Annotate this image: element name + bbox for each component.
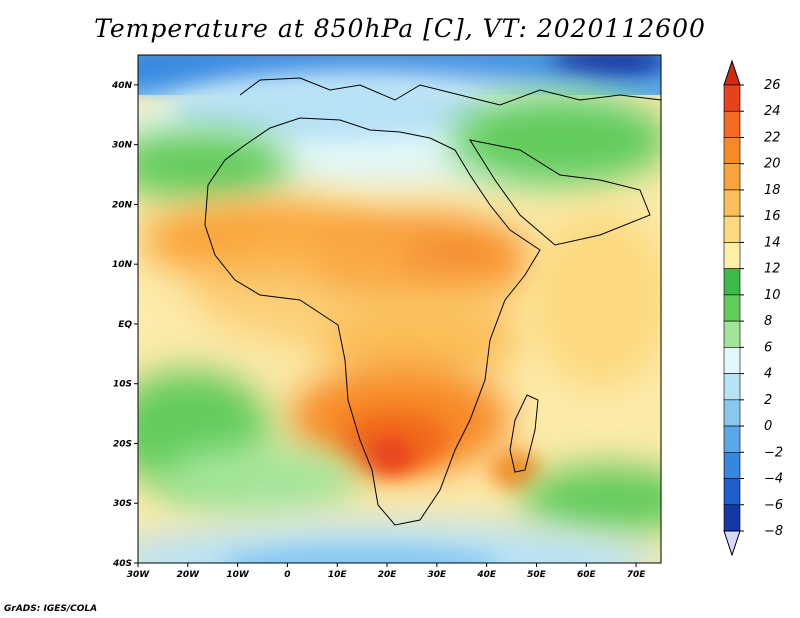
lon-tick-label: 70E — [627, 570, 647, 580]
colorbar-swatch — [723, 163, 741, 191]
lat-tick-label: 10S — [113, 380, 132, 390]
lon-tick-label: 10W — [226, 570, 250, 580]
lat-tick-label: 30S — [113, 499, 132, 509]
temperature-field — [138, 55, 661, 563]
colorbar-label: 18 — [764, 183, 781, 198]
colorbar-label: −2 — [764, 445, 783, 460]
colorbar-label: 12 — [764, 262, 781, 277]
madagascar-coastline — [509, 394, 539, 473]
map-title: Temperature at 850hPa [C], VT: 202011260… — [94, 14, 706, 43]
europe-coastline — [239, 77, 661, 106]
lat-tick-label: 30N — [112, 141, 133, 151]
colorbar-label: 6 — [764, 340, 772, 355]
colorbar-top-arrow — [723, 59, 741, 86]
lon-tick-label: 30E — [428, 570, 448, 580]
colorbar-swatch — [723, 137, 741, 165]
colorbar-swatch — [723, 504, 741, 532]
colorbar-label: 16 — [764, 209, 781, 224]
colorbar-label: −4 — [764, 472, 783, 487]
africa-coastline — [204, 117, 541, 526]
colorbar-swatch — [723, 451, 741, 479]
colorbar-label: 22 — [764, 130, 781, 145]
lon-tick-label: 60E — [577, 570, 597, 580]
plot-frame — [137, 54, 662, 564]
colorbar-swatch — [723, 189, 741, 217]
colorbar-swatch — [723, 294, 741, 322]
coastlines — [204, 77, 661, 526]
lon-tick-label: 40E — [476, 570, 497, 580]
lon-tick-label: 0 — [284, 570, 290, 580]
colorbar-swatch — [723, 84, 741, 112]
colorbar-label: 26 — [764, 78, 781, 93]
lat-tick-label: EQ — [118, 320, 132, 330]
lon-tick-label: 20W — [177, 570, 201, 580]
colorbar-label: 20 — [764, 157, 781, 172]
colorbar-swatch — [723, 347, 741, 374]
arabia-coastline — [468, 139, 651, 246]
lon-tick-label: 50E — [527, 570, 547, 580]
colorbar-label: 0 — [764, 419, 772, 434]
colorbar-swatch — [723, 478, 741, 506]
colorbar-label: 10 — [764, 288, 781, 303]
colorbar-swatch — [723, 399, 741, 427]
lat-tick-label: 40N — [111, 81, 133, 91]
colorbar-swatch — [723, 242, 741, 269]
lat-tick-label: 10N — [112, 260, 133, 270]
lat-tick-label: 40S — [112, 559, 132, 569]
colorbar-label: 4 — [764, 367, 772, 382]
colorbar-label: 8 — [764, 314, 772, 329]
colorbar-bottom-arrow — [723, 530, 741, 557]
colorbar-swatch — [723, 268, 741, 296]
lon-tick-label: 10E — [328, 570, 348, 580]
colorbar-swatch — [723, 373, 741, 401]
lon-tick-label: 30W — [127, 570, 151, 580]
lat-tick-label: 20N — [112, 200, 133, 210]
colorbar-label: 24 — [764, 104, 781, 119]
colorbar-label: −6 — [764, 498, 783, 513]
colorbar-swatch — [723, 215, 741, 243]
colorbar-swatch — [723, 425, 741, 453]
credit-text: GrADS: IGES/COLA — [4, 604, 98, 614]
colorbar-label: 2 — [764, 393, 772, 408]
colorbar-label: 14 — [764, 235, 781, 250]
colorbar-label: −8 — [764, 524, 783, 539]
lat-tick-label: 20S — [113, 439, 132, 449]
colorbar-swatch — [723, 110, 741, 138]
colorbar-swatch — [723, 320, 741, 348]
lon-tick-label: 20E — [378, 570, 398, 580]
